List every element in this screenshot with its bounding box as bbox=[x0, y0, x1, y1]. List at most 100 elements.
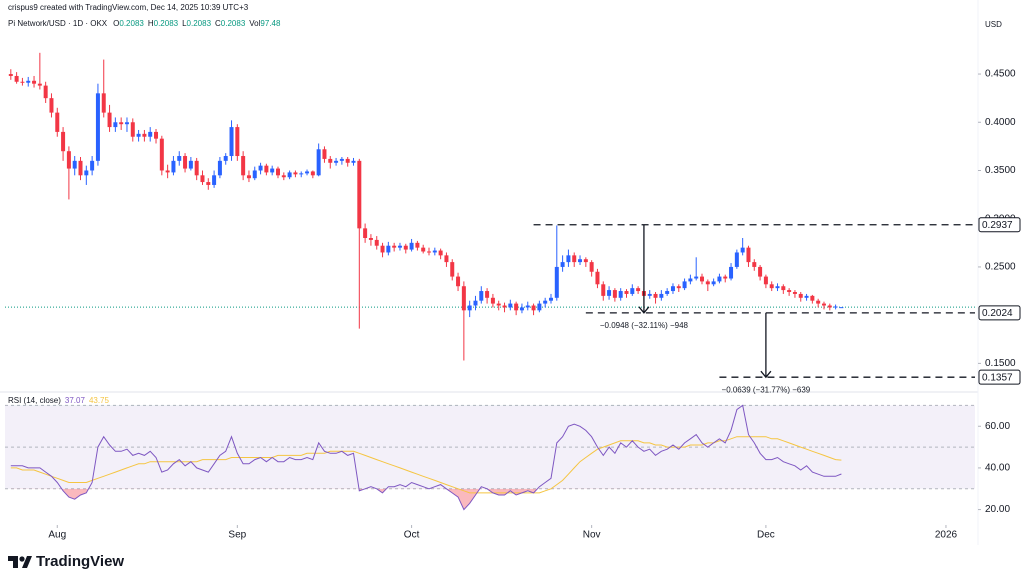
candle-body bbox=[61, 131, 66, 152]
level-label-box bbox=[978, 305, 1021, 321]
candle-body bbox=[601, 284, 606, 296]
candle-body bbox=[682, 281, 687, 289]
candle-body bbox=[705, 281, 710, 285]
candle-body bbox=[670, 286, 675, 292]
candle-body bbox=[821, 303, 826, 306]
ohlc-label: L bbox=[182, 19, 187, 28]
candle-body bbox=[496, 303, 501, 306]
symbol-legend: Pi Network/USD · 1D · OKX O0.2083 H0.2083 L… bbox=[8, 19, 281, 28]
candle-body bbox=[119, 122, 124, 125]
candle-body bbox=[833, 306, 838, 308]
y-tick-label: 60.00 bbox=[985, 421, 1010, 432]
indicator-last-value: 37.07 bbox=[65, 396, 86, 405]
candle-body bbox=[322, 149, 327, 159]
candle-body bbox=[583, 259, 588, 263]
candle-body bbox=[473, 300, 478, 306]
ohlc-label: H bbox=[148, 19, 154, 28]
y-tick-label: 0.2500 bbox=[985, 262, 1016, 273]
candle-body bbox=[235, 127, 240, 157]
candle-body bbox=[339, 158, 344, 161]
y-tick-label: 0.1500 bbox=[985, 358, 1016, 369]
candle-body bbox=[450, 262, 455, 277]
ohlc-value: 0.2083 bbox=[187, 19, 212, 28]
candle-body bbox=[432, 250, 437, 253]
candle-body bbox=[816, 300, 821, 304]
candle-body bbox=[554, 266, 559, 298]
level-label: 0.1357 bbox=[982, 372, 1013, 383]
candle-body bbox=[415, 242, 420, 248]
candle-body bbox=[293, 172, 298, 175]
x-tick-label: Aug bbox=[48, 530, 66, 541]
candle-body bbox=[688, 278, 693, 282]
candle-body bbox=[758, 266, 763, 277]
candle-body bbox=[624, 291, 629, 294]
candle-body bbox=[363, 228, 368, 238]
candle-body bbox=[252, 170, 257, 179]
candle-body bbox=[20, 81, 25, 83]
candle-body bbox=[612, 290, 617, 298]
candle-body bbox=[438, 250, 443, 256]
candle-body bbox=[694, 276, 699, 279]
x-tick-label: Oct bbox=[404, 530, 420, 541]
candle-body bbox=[229, 127, 234, 157]
candle-body bbox=[351, 160, 356, 163]
candle-body bbox=[659, 293, 664, 298]
indicator-line bbox=[10, 404, 842, 511]
candle-body bbox=[467, 305, 472, 311]
candle-body bbox=[281, 175, 286, 178]
candle-body bbox=[792, 292, 797, 294]
candle-body bbox=[531, 305, 536, 311]
candle-body bbox=[246, 175, 251, 179]
candle-body bbox=[78, 160, 83, 176]
rsi-band bbox=[5, 405, 975, 489]
y-tick-label: 0.4500 bbox=[985, 69, 1016, 80]
volume-value: 97.48 bbox=[260, 19, 281, 28]
candle-body bbox=[479, 291, 484, 301]
candle-body bbox=[746, 247, 751, 263]
x-tick-label: 2026 bbox=[935, 530, 958, 541]
candle-body bbox=[14, 75, 19, 82]
candle-body bbox=[502, 305, 507, 308]
level-label: 0.2937 bbox=[982, 220, 1013, 231]
rsi-title: RSI (14, close) bbox=[8, 396, 61, 405]
candle-body bbox=[90, 160, 95, 171]
candle-body bbox=[647, 293, 652, 296]
candle-body bbox=[566, 255, 571, 263]
volume-label: Vol bbox=[249, 19, 260, 28]
candle-body bbox=[270, 168, 275, 173]
candle-body bbox=[124, 122, 129, 125]
candle-body bbox=[653, 293, 658, 298]
currency: USD bbox=[985, 20, 1002, 29]
rsi-legend: RSI (14, close) 37.07 43.75 bbox=[8, 396, 110, 405]
candle-body bbox=[374, 239, 379, 246]
candle-body bbox=[537, 303, 542, 311]
candle-body bbox=[171, 160, 176, 173]
candle-body bbox=[514, 303, 519, 311]
candle-body bbox=[804, 295, 809, 298]
y-tick-label: 20.00 bbox=[985, 504, 1010, 515]
candle-body bbox=[572, 255, 577, 263]
candle-body bbox=[700, 276, 705, 282]
candle-body bbox=[212, 175, 217, 185]
candle-body bbox=[427, 251, 432, 253]
level-label-box bbox=[978, 369, 1021, 385]
candle-body bbox=[607, 290, 612, 296]
candle-body bbox=[734, 252, 739, 267]
candle-body bbox=[49, 98, 54, 113]
overbought-fill bbox=[10, 405, 842, 406]
candle-body bbox=[37, 83, 42, 86]
candle-body bbox=[403, 245, 408, 250]
candle-body bbox=[769, 284, 774, 289]
credit: crispus9 created with TradingView.com, D… bbox=[8, 3, 249, 12]
arrow-head bbox=[760, 370, 772, 379]
candle-body bbox=[206, 182, 211, 185]
candle-body bbox=[485, 291, 490, 298]
candle-body bbox=[519, 307, 524, 311]
candle-body bbox=[560, 262, 565, 267]
candle-body bbox=[287, 172, 292, 178]
x-tick-label: Dec bbox=[757, 530, 775, 541]
candle-body bbox=[334, 160, 339, 163]
measure-label: −0.0639 (−31.77%) −639 bbox=[722, 385, 811, 394]
candle-body bbox=[630, 288, 635, 294]
candle-body bbox=[241, 156, 246, 176]
